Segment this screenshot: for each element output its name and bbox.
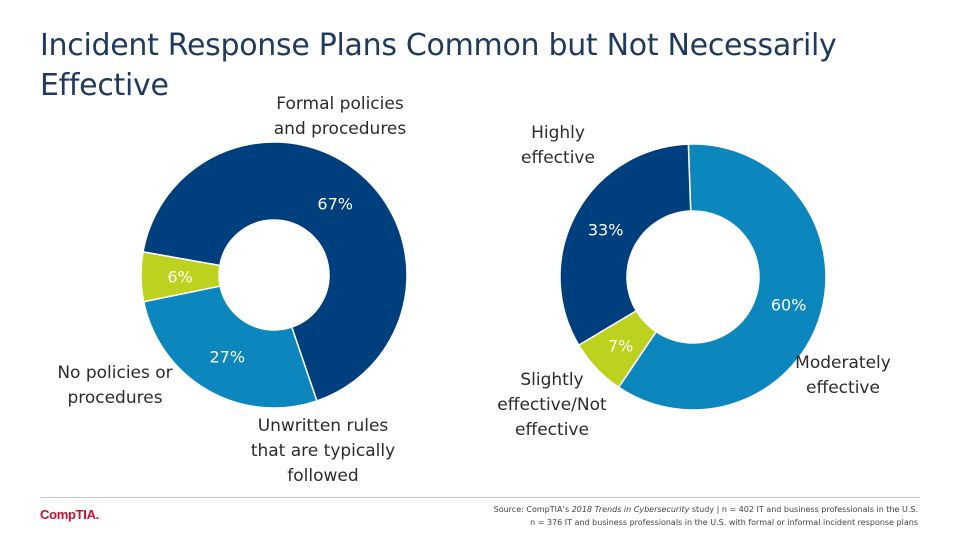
label-no-policies: No policies or procedures	[57, 363, 173, 408]
donut-2-slice-1	[617, 143, 827, 411]
donut-1-value-label-3: 6%	[167, 267, 192, 286]
label-highly-effective: Highly effective	[521, 123, 595, 168]
donut-1-value-label-1: 67%	[317, 195, 353, 214]
page-title: Incident Response Plans Common but Not N…	[40, 28, 837, 103]
donut-1-slice-1	[142, 141, 408, 402]
donut-2-value-label-3: 33%	[588, 220, 624, 239]
donut-2-value-label-1: 60%	[771, 295, 807, 314]
label-formal-policies: Formal policies and procedures	[273, 94, 407, 139]
donut-1-slice-2	[142, 285, 318, 409]
label-slightly-effective: Slightly effective/Not effective	[497, 370, 607, 440]
label-moderately-effective: Moderately effective	[795, 353, 891, 398]
donut-2-slice-3	[559, 143, 692, 347]
source-prefix: Source: CompTIA’s	[493, 505, 572, 514]
donut-1-slice-3	[140, 251, 222, 303]
comptia-logo: CompTIA.	[40, 507, 99, 522]
label-unwritten-rules: Unwritten rules that are typically follo…	[250, 416, 396, 486]
footer-divider	[40, 497, 920, 498]
source-title: 2018 Trends in Cybersecurity	[571, 505, 690, 514]
donut-1-value-label-2: 27%	[210, 348, 246, 367]
source-note: Source: CompTIA’s 2018 Trends in Cyberse…	[358, 503, 918, 529]
source-line-2: n = 376 IT and business professionals in…	[530, 518, 918, 527]
source-suffix: study | n = 402 IT and business professi…	[689, 505, 918, 514]
donut-2-value-label-2: 7%	[608, 336, 633, 355]
